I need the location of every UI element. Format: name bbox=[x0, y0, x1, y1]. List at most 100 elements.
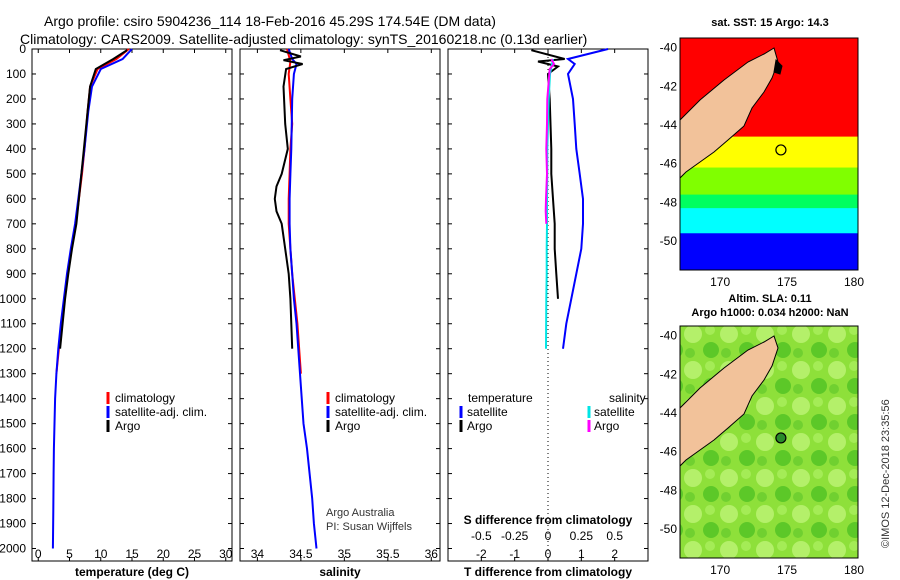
imos-watermark: ©IMOS 12-Dec-2018 23:35:56 bbox=[880, 399, 892, 548]
temperature-axes bbox=[31, 48, 233, 562]
sst-band bbox=[680, 233, 858, 270]
temperature-x-axis: 0 5 10 15 20 25 30 bbox=[35, 49, 233, 561]
x-tick-label: 35.5 bbox=[376, 547, 400, 561]
legend-label-s-argo: Argo bbox=[594, 419, 620, 433]
temperature-series bbox=[51, 48, 133, 549]
x-tick-label: 25 bbox=[188, 547, 202, 561]
map-lat-label: -42 bbox=[660, 367, 678, 381]
s-diff-tick-label: 0 bbox=[545, 529, 552, 543]
pressure-tick-label: 1000 bbox=[0, 292, 26, 306]
salinity-axes bbox=[239, 48, 441, 562]
x-tick-label: 35 bbox=[338, 547, 352, 561]
figure-title-line2: Climatology: CARS2009. Satellite-adjuste… bbox=[20, 31, 587, 47]
salinity-series bbox=[273, 48, 318, 549]
series-line-satellite-adj-clim- bbox=[287, 48, 318, 549]
x-tick-label: 1 bbox=[578, 547, 585, 561]
map-lon-label: 175 bbox=[777, 275, 797, 289]
legend-header-temperature: temperature bbox=[468, 391, 533, 405]
new-zealand-land bbox=[680, 47, 779, 179]
pressure-tick-label: 800 bbox=[6, 242, 26, 256]
legend-label-climatology: climatology bbox=[115, 391, 175, 405]
map-lon-label: 170 bbox=[710, 275, 730, 289]
legend-label-s-satellite: satellite bbox=[594, 405, 635, 419]
series-line-temperature-argo bbox=[531, 49, 565, 299]
figure-title-line1: Argo profile: csiro 5904236_114 18-Feb-2… bbox=[44, 13, 496, 29]
s-diff-tick-label: 0.25 bbox=[570, 529, 594, 543]
t-difference-x-axis: -2 -1 0 1 2 bbox=[476, 49, 618, 561]
sst-band bbox=[680, 167, 858, 196]
sla-map-axes: 170 175 180 -40 -42 -44 -46 -48 -50 bbox=[660, 329, 865, 577]
map-lat-label: -46 bbox=[660, 157, 678, 171]
pressure-tick-label: 300 bbox=[6, 117, 26, 131]
pressure-tick-label: 2000 bbox=[0, 542, 26, 556]
pressure-tick-label: 1300 bbox=[0, 367, 26, 381]
s-difference-x-axis: -0.5 -0.25 0 0.25 0.5 bbox=[471, 529, 623, 543]
x-tick-label: 34 bbox=[251, 547, 265, 561]
legend-label-t-satellite: satellite bbox=[467, 405, 508, 419]
pressure-tick-label: 0 bbox=[19, 42, 26, 56]
sla-map-frame bbox=[679, 325, 859, 559]
temperature-xlabel: temperature (deg C) bbox=[75, 565, 189, 579]
x-tick-label: 36 bbox=[425, 547, 439, 561]
sst-profile-marker bbox=[775, 144, 787, 156]
pressure-tick-label: 400 bbox=[6, 142, 26, 156]
map-lat-label: -48 bbox=[660, 195, 678, 209]
sla-profile-marker bbox=[775, 432, 787, 444]
legend-label-climatology: climatology bbox=[335, 391, 395, 405]
map-lat-label: -40 bbox=[660, 41, 678, 55]
credit-pi: PI: Susan Wijffels bbox=[326, 521, 412, 533]
x-tick-label: 34.5 bbox=[289, 547, 313, 561]
x-tick-label: -2 bbox=[476, 547, 487, 561]
legend-label-argo: Argo bbox=[115, 419, 141, 433]
salinity-legend: climatology satellite-adj. clim. Argo bbox=[326, 391, 427, 433]
sst-color-bands bbox=[680, 38, 858, 270]
x-tick-label: 10 bbox=[94, 547, 108, 561]
sla-map-subtitle: Argo h1000: 0.034 h2000: NaN bbox=[691, 307, 848, 319]
new-zealand-land-sla bbox=[680, 335, 779, 467]
pressure-tick-label: 100 bbox=[6, 67, 26, 81]
s-diff-tick-label: -0.5 bbox=[471, 529, 492, 543]
difference-legend: temperature salinity satellite Argo sate… bbox=[459, 391, 646, 433]
pressure-axis: 0 100 200 300 400 500 600 700 800 900 1000 1100 1200… bbox=[0, 42, 648, 556]
salinity-x-axis: 34 34.5 35 35.5 36 bbox=[251, 49, 439, 561]
map-lon-label: 175 bbox=[777, 563, 797, 577]
pressure-tick-label: 600 bbox=[6, 192, 26, 206]
x-tick-label: -1 bbox=[509, 547, 520, 561]
x-tick-label: 2 bbox=[611, 547, 618, 561]
sst-band bbox=[680, 194, 858, 209]
sla-map bbox=[680, 326, 858, 558]
pressure-tick-label: 1200 bbox=[0, 342, 26, 356]
credit-org: Argo Australia bbox=[326, 507, 395, 519]
salinity-xlabel: salinity bbox=[319, 565, 361, 579]
sst-map-axes: 170 175 180 -40 -42 -44 -46 -48 -50 bbox=[660, 41, 865, 289]
legend-label-satellite: satellite-adj. clim. bbox=[115, 405, 207, 419]
series-line-argo bbox=[273, 49, 303, 349]
x-tick-label: 0 bbox=[545, 547, 552, 561]
map-lat-label: -48 bbox=[660, 483, 678, 497]
pressure-tick-label: 1900 bbox=[0, 517, 26, 531]
legend-label-t-argo: Argo bbox=[467, 419, 493, 433]
x-tick-label: 30 bbox=[219, 547, 233, 561]
pressure-tick-label: 1600 bbox=[0, 442, 26, 456]
map-lat-label: -50 bbox=[660, 234, 678, 248]
x-tick-label: 15 bbox=[125, 547, 139, 561]
pressure-tick-label: 200 bbox=[6, 92, 26, 106]
map-lat-label: -44 bbox=[660, 118, 678, 132]
s-difference-xlabel: S difference from climatology bbox=[464, 513, 633, 527]
sst-map-title: sat. SST: 15 Argo: 14.3 bbox=[711, 17, 829, 29]
pressure-tick-label: 1500 bbox=[0, 417, 26, 431]
sst-map bbox=[680, 38, 858, 270]
map-lat-label: -44 bbox=[660, 406, 678, 420]
difference-series bbox=[531, 48, 609, 349]
map-lon-label: 180 bbox=[844, 275, 864, 289]
series-line-argo bbox=[59, 49, 128, 349]
map-lat-label: -42 bbox=[660, 79, 678, 93]
legend-label-satellite: satellite-adj. clim. bbox=[335, 405, 427, 419]
pressure-tick-label: 1100 bbox=[0, 317, 26, 331]
sst-band bbox=[680, 208, 858, 234]
s-diff-tick-label: 0.5 bbox=[606, 529, 623, 543]
pressure-tick-label: 1700 bbox=[0, 467, 26, 481]
map-lat-label: -40 bbox=[660, 329, 678, 343]
s-diff-tick-label: -0.25 bbox=[501, 529, 529, 543]
